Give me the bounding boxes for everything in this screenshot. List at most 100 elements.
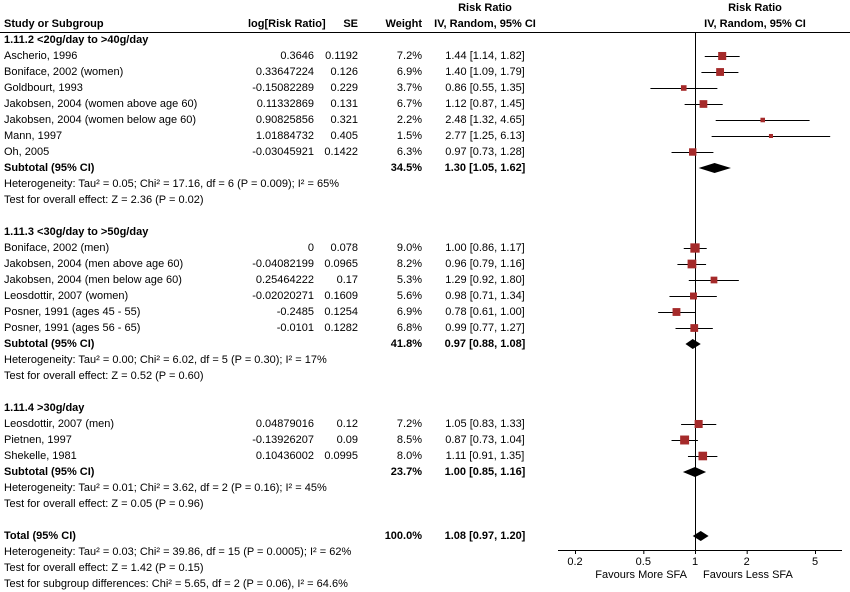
- weight-value: 8.5%: [396, 434, 422, 446]
- se-value: 0.09: [336, 434, 358, 446]
- weight-value: 7.2%: [396, 50, 422, 62]
- study-label: Leosdottir, 2007 (women): [4, 290, 129, 302]
- study-row: Leosdottir, 2007 (men) 0.04879016 0.12 7.2%…: [0, 416, 850, 432]
- ci-text: 0.99 [0.77, 1.27]: [445, 322, 525, 334]
- study-label: Boniface, 2002 (women): [4, 66, 124, 78]
- ci-text: 1.30 [1.05, 1.62]: [444, 162, 526, 174]
- column-header-log-risk-ratio: log[Risk Ratio]: [248, 18, 326, 30]
- total-row: Total (95% CI) 100.0% 1.08 [0.97, 1.20]: [0, 528, 850, 544]
- study-row: Pietnen, 1997 -0.13926207 0.09 8.5% 0.87 [0.…: [0, 432, 850, 448]
- subgroup-title: 1.11.4 >30g/day: [4, 402, 85, 414]
- se-value: 0.229: [330, 82, 358, 94]
- column-header-se: SE: [343, 18, 358, 30]
- weight-value: 9.0%: [396, 242, 422, 254]
- weight-value: 100.0%: [384, 530, 422, 542]
- log-risk-ratio-value: 0.90825856: [255, 114, 314, 126]
- study-label: Jakobsen, 2004 (women below age 60): [4, 114, 197, 126]
- log-risk-ratio-value: [248, 336, 314, 352]
- overall-effect-text: Test for overall effect: Z = 2.36 (P = 0…: [4, 194, 204, 206]
- study-row: Jakobsen, 2004 (women below age 60) 0.908…: [0, 112, 850, 128]
- study-label: Shekelle, 1981: [4, 450, 77, 462]
- weight-value: 41.8%: [390, 338, 422, 350]
- ci-text: 1.00 [0.85, 1.16]: [444, 466, 526, 478]
- effect-square: [690, 324, 699, 332]
- subgroup-title: 1.11.3 <30g/day to >50g/day: [4, 226, 149, 238]
- study-label: Leosdottir, 2007 (men): [4, 418, 115, 430]
- tick-label: 5: [812, 556, 818, 568]
- se-value: 0.126: [330, 66, 358, 78]
- header-divider: [0, 32, 850, 33]
- tick-label: 0.5: [636, 556, 651, 568]
- plot-canvas: 0.2 0.5 1 2 5 Favours More SFA Favours Less SF…: [558, 33, 842, 581]
- ci-text: 2.77 [1.25, 6.13]: [445, 130, 525, 142]
- log-risk-ratio-value: [248, 528, 314, 544]
- favours-left-label: Favours More SFA: [595, 569, 687, 581]
- study-row: Shekelle, 1981 0.10436002 0.0995 8.0% 1.11 […: [0, 448, 850, 464]
- subtotal-row: Subtotal (95% CI) 41.8% 0.97 [0.88, 1.08]: [0, 336, 850, 352]
- weight-value: 2.2%: [396, 114, 422, 126]
- ci-text: 0.97 [0.73, 1.28]: [445, 146, 525, 158]
- study-label: Pietnen, 1997: [4, 434, 72, 446]
- ci-text: 1.11 [0.91, 1.35]: [445, 450, 525, 462]
- se-value: 0.131: [330, 98, 358, 110]
- effect-square: [718, 51, 727, 61]
- weight-value: 23.7%: [390, 466, 422, 478]
- ci-text: 0.98 [0.71, 1.34]: [445, 290, 525, 302]
- ci-text: 0.87 [0.73, 1.04]: [445, 434, 525, 446]
- log-risk-ratio-value: 0.3646: [280, 50, 314, 62]
- study-label: Subtotal (95% CI): [4, 466, 95, 478]
- se-value: 0.078: [330, 242, 358, 254]
- weight-value: 8.2%: [396, 258, 422, 270]
- log-risk-ratio-value: -0.2485: [276, 306, 314, 318]
- log-risk-ratio-value: -0.03045921: [252, 146, 314, 158]
- weight-value: 6.8%: [396, 322, 422, 334]
- log-risk-ratio-value: 0.10436002: [255, 450, 314, 462]
- weight-value: 6.3%: [396, 146, 422, 158]
- study-row: Posner, 1991 (ages 45 - 55) -0.2485 0.1254…: [0, 304, 850, 320]
- se-value: 0.0965: [324, 258, 358, 270]
- weight-value: 8.0%: [396, 450, 422, 462]
- ci-text: 1.05 [0.83, 1.33]: [445, 418, 525, 430]
- column-header-method: IV, Random, 95% CI: [434, 18, 536, 30]
- se-value: 0.321: [330, 114, 358, 126]
- effect-square: [672, 308, 681, 316]
- se-value: 0.405: [330, 130, 358, 142]
- log-risk-ratio-value: 0.25464222: [255, 274, 314, 286]
- weight-value: 6.9%: [396, 306, 422, 318]
- total-heterogeneity-text: Heterogeneity: Tau² = 0.03; Chi² = 39.86…: [4, 546, 352, 558]
- study-row: Boniface, 2002 (men) 0 0.078 9.0% 1.00 [0.86…: [0, 240, 850, 256]
- header-spacer: [358, 0, 422, 16]
- plot-header-risk-ratio: Risk Ratio: [728, 2, 782, 14]
- study-row: Boniface, 2002 (women) 0.33647224 0.126 6.9…: [0, 64, 850, 80]
- subtotal-row: Subtotal (95% CI) 34.5% 1.30 [1.05, 1.62]: [0, 160, 850, 176]
- ci-text: 0.97 [0.88, 1.08]: [444, 338, 526, 350]
- pooled-diamond: [685, 339, 701, 349]
- effect-square: [687, 259, 697, 269]
- ci-text: 0.86 [0.55, 1.35]: [445, 82, 525, 94]
- study-label: Total (95% CI): [4, 530, 76, 542]
- plot-header-method: IV, Random, 95% CI: [704, 18, 806, 30]
- se-value: [314, 528, 358, 544]
- study-row: Jakobsen, 2004 (men below age 60) 0.25464…: [0, 272, 850, 288]
- effect-square: [760, 117, 765, 123]
- log-risk-ratio-value: [248, 464, 314, 480]
- subgroup-differences-text: Test for subgroup differences: Chi² = 5.…: [4, 578, 348, 590]
- effect-square: [699, 100, 708, 108]
- se-value: 0.0995: [324, 450, 358, 462]
- effect-square: [690, 243, 700, 253]
- study-row: Mann, 1997 1.01884732 0.405 1.5% 2.77 [1.25,…: [0, 128, 850, 144]
- se-value: 0.1282: [324, 322, 358, 334]
- ci-text: 1.00 [0.86, 1.17]: [445, 242, 525, 254]
- log-risk-ratio-value: 0.04879016: [255, 418, 314, 430]
- effect-square: [690, 292, 697, 300]
- pooled-diamond: [692, 531, 709, 541]
- pooled-diamond: [698, 163, 731, 173]
- heterogeneity-text: Heterogeneity: Tau² = 0.00; Chi² = 6.02,…: [4, 354, 327, 366]
- log-risk-ratio-value: -0.02020271: [252, 290, 314, 302]
- favours-right-label: Favours Less SFA: [703, 569, 794, 581]
- study-row: Ascherio, 1996 0.3646 0.1192 7.2% 1.44 [1.14…: [0, 48, 850, 64]
- weight-value: 1.5%: [396, 130, 422, 142]
- ci-text: 0.96 [0.79, 1.16]: [445, 258, 525, 270]
- tick-label: 0.2: [567, 556, 582, 568]
